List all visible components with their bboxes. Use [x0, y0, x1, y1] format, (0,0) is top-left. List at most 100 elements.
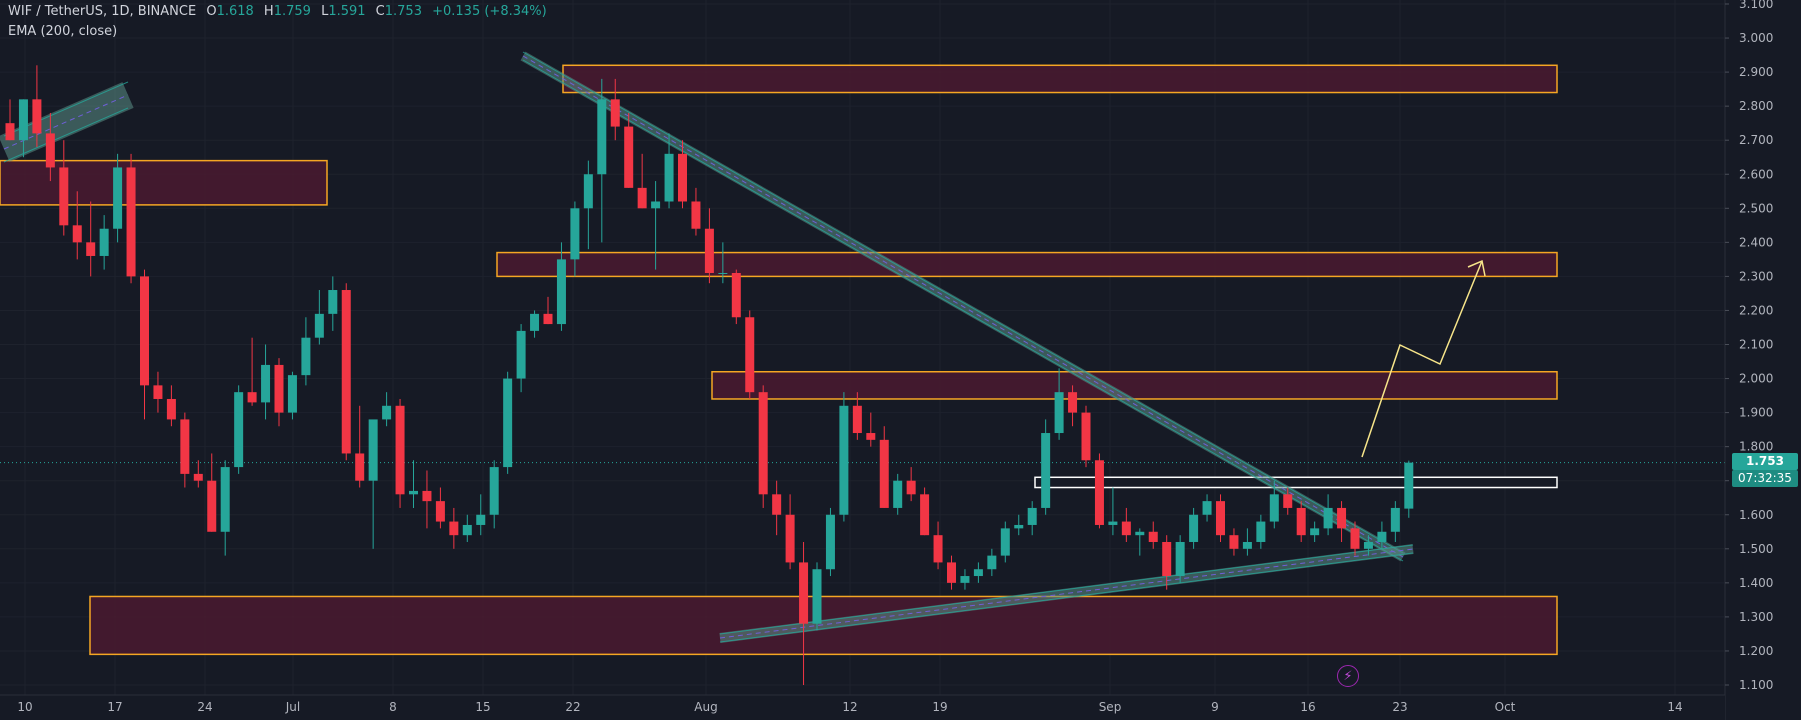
candle-body[interactable] [86, 242, 96, 256]
candle-body[interactable] [947, 562, 956, 583]
candle-body[interactable] [1121, 521, 1131, 536]
ascending-trendline[interactable] [719, 544, 1414, 643]
candle-body[interactable] [99, 228, 109, 256]
candle-body[interactable] [126, 167, 136, 277]
candle-body[interactable] [1350, 528, 1360, 549]
candle-body[interactable] [59, 167, 69, 226]
candle-body[interactable] [301, 337, 311, 376]
candle-body[interactable] [987, 555, 997, 570]
candle-body[interactable] [193, 473, 203, 481]
candle-body[interactable] [489, 467, 499, 515]
candle-body[interactable] [1404, 462, 1414, 509]
candle-body[interactable] [314, 313, 324, 338]
candle-body[interactable] [1041, 433, 1051, 508]
candle-body[interactable] [247, 392, 257, 403]
candle-body[interactable] [166, 398, 176, 420]
candle-body[interactable] [516, 330, 526, 379]
resistance-zone[interactable] [496, 251, 1558, 278]
candle-body[interactable] [530, 313, 540, 331]
candle-body[interactable] [1014, 524, 1024, 529]
candle-body[interactable] [1162, 541, 1172, 577]
candle-body[interactable] [597, 99, 607, 175]
candle-body[interactable] [1377, 531, 1387, 542]
candle-body[interactable] [72, 225, 82, 243]
candle-body[interactable] [207, 480, 217, 532]
candle-body[interactable] [1323, 507, 1333, 529]
candle-body[interactable] [503, 378, 513, 468]
projection-arrow[interactable] [1361, 260, 1483, 458]
candle-body[interactable] [18, 99, 28, 141]
candle-body[interactable] [973, 569, 983, 577]
candle-body[interactable] [180, 419, 190, 474]
resistance-zone[interactable] [711, 370, 1558, 400]
candle-body[interactable] [704, 228, 714, 273]
indicator-label[interactable]: EMA (200, close) [8, 24, 118, 39]
candle-body[interactable] [1229, 535, 1239, 549]
candle-body[interactable] [664, 153, 674, 202]
candle-body[interactable] [637, 187, 647, 209]
candle-body[interactable] [839, 405, 849, 515]
candle-body[interactable] [866, 433, 876, 440]
candle-body[interactable] [718, 272, 728, 274]
candle-body[interactable] [113, 167, 123, 229]
candle-body[interactable] [1054, 392, 1064, 434]
symbol-label[interactable]: WIF / TetherUS, 1D, BINANCE [8, 4, 197, 19]
candle-body[interactable] [1269, 494, 1279, 522]
candle-body[interactable] [1337, 507, 1347, 529]
candle-body[interactable] [1296, 507, 1306, 536]
candle-body[interactable] [691, 201, 701, 229]
candle-body[interactable] [920, 494, 930, 536]
candle-body[interactable] [1108, 521, 1118, 525]
candle-body[interactable] [1363, 541, 1373, 549]
candle-body[interactable] [153, 385, 163, 399]
candle-body[interactable] [1390, 507, 1400, 532]
candle-body[interactable] [1148, 531, 1158, 542]
candle-body[interactable] [287, 375, 297, 413]
candle-body[interactable] [812, 569, 822, 624]
candle-body[interactable] [341, 290, 351, 454]
candle-body[interactable] [234, 392, 244, 468]
candle-body[interactable] [368, 419, 378, 481]
candle-body[interactable] [1081, 412, 1091, 461]
candle-body[interactable] [422, 490, 432, 502]
candle-body[interactable] [45, 133, 55, 168]
candle-body[interactable] [731, 272, 741, 318]
candle-body[interactable] [32, 99, 42, 134]
candle-body[interactable] [328, 290, 338, 314]
candle-body[interactable] [1242, 541, 1252, 549]
candle-body[interactable] [220, 467, 230, 532]
candle-body[interactable] [409, 490, 418, 495]
candle-body[interactable] [651, 201, 661, 209]
candle-body[interactable] [140, 276, 149, 386]
candle-body[interactable] [382, 405, 392, 420]
candle-body[interactable] [395, 405, 405, 495]
candle-body[interactable] [570, 208, 580, 260]
candle-body[interactable] [1175, 541, 1185, 577]
candle-body[interactable] [960, 576, 970, 583]
candle-body[interactable] [1027, 507, 1037, 525]
candle-body[interactable] [745, 317, 755, 393]
candle-body[interactable] [852, 405, 862, 434]
candle-body[interactable] [624, 126, 634, 188]
candle-body[interactable] [893, 480, 903, 508]
indicator-row[interactable]: EMA (200, close) [8, 22, 547, 42]
candle-body[interactable] [1068, 392, 1078, 413]
candle-body[interactable] [678, 153, 687, 202]
candle-body[interactable] [355, 453, 365, 481]
candle-body[interactable] [435, 501, 445, 522]
candle-body[interactable] [906, 480, 916, 495]
candle-body[interactable] [556, 259, 566, 325]
candle-body[interactable] [449, 521, 459, 536]
candle-body[interactable] [1256, 521, 1266, 542]
candle-body[interactable] [933, 535, 943, 563]
candle-body[interactable] [772, 494, 782, 515]
candle-body[interactable] [1283, 494, 1293, 508]
candle-body[interactable] [261, 364, 271, 403]
candle-body[interactable] [879, 439, 889, 508]
candle-body[interactable] [543, 313, 553, 325]
candle-body[interactable] [1094, 460, 1104, 525]
candle-body[interactable] [1189, 514, 1199, 542]
candle-body[interactable] [274, 364, 284, 413]
candle-body[interactable] [1000, 528, 1010, 556]
